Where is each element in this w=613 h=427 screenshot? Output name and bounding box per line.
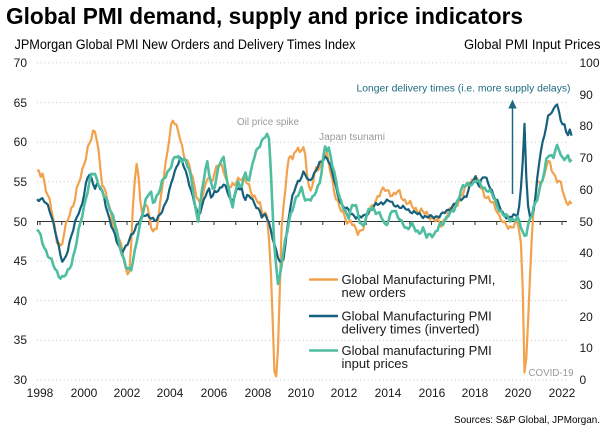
svg-text:30: 30 [14,373,28,387]
svg-text:2014: 2014 [375,386,402,400]
svg-text:Oil price spike: Oil price spike [237,117,299,128]
svg-text:input prices: input prices [342,356,409,371]
svg-text:100: 100 [580,56,600,70]
svg-text:Global PMI Input Prices: Global PMI Input Prices [464,37,601,52]
svg-text:delivery times (inverted): delivery times (inverted) [342,322,480,337]
svg-text:50: 50 [580,215,594,229]
svg-text:COVID-19: COVID-19 [529,368,574,379]
svg-text:2004: 2004 [157,386,184,400]
svg-text:Global Manufacturing PMI: Global Manufacturing PMI [342,309,492,324]
svg-text:2010: 2010 [288,386,315,400]
svg-text:2008: 2008 [245,386,272,400]
svg-text:2012: 2012 [331,386,358,400]
svg-text:Global Manufacturing PMI,: Global Manufacturing PMI, [342,272,496,287]
svg-text:Japan tsunami: Japan tsunami [319,132,385,143]
svg-text:45: 45 [14,254,28,268]
svg-text:60: 60 [14,135,28,149]
svg-text:2000: 2000 [71,386,98,400]
svg-text:40: 40 [14,294,28,308]
svg-text:2016: 2016 [419,386,446,400]
svg-text:65: 65 [14,96,28,110]
svg-text:Global PMI demand, supply and: Global PMI demand, supply and price indi… [6,3,523,29]
svg-text:new orders: new orders [342,285,407,300]
svg-text:JPMorgan Global PMI New Orders: JPMorgan Global PMI New Orders and Deliv… [15,37,356,52]
svg-text:70: 70 [14,56,28,70]
svg-text:90: 90 [580,88,594,102]
svg-text:2002: 2002 [114,386,141,400]
svg-text:60: 60 [580,183,594,197]
svg-text:Longer delivery times (i.e. m: Longer delivery times (i.e. more supply … [357,84,571,95]
svg-text:20: 20 [580,310,594,324]
svg-text:35: 35 [14,333,28,347]
svg-text:1998: 1998 [27,386,54,400]
svg-text:70: 70 [580,151,594,165]
svg-text:2020: 2020 [505,386,532,400]
svg-text:80: 80 [580,119,594,133]
svg-text:30: 30 [580,278,594,292]
svg-text:10: 10 [580,341,594,355]
svg-text:50: 50 [14,215,28,229]
svg-text:Global manufacturing PMI: Global manufacturing PMI [342,343,492,358]
svg-text:55: 55 [14,175,28,189]
svg-text:2006: 2006 [201,386,228,400]
svg-text:2022: 2022 [549,386,576,400]
svg-text:40: 40 [580,246,594,260]
svg-text:Sources: S&P Global, JPMorgan.: Sources: S&P Global, JPMorgan. [454,414,600,426]
svg-text:0: 0 [580,373,587,387]
svg-text:2018: 2018 [462,386,489,400]
